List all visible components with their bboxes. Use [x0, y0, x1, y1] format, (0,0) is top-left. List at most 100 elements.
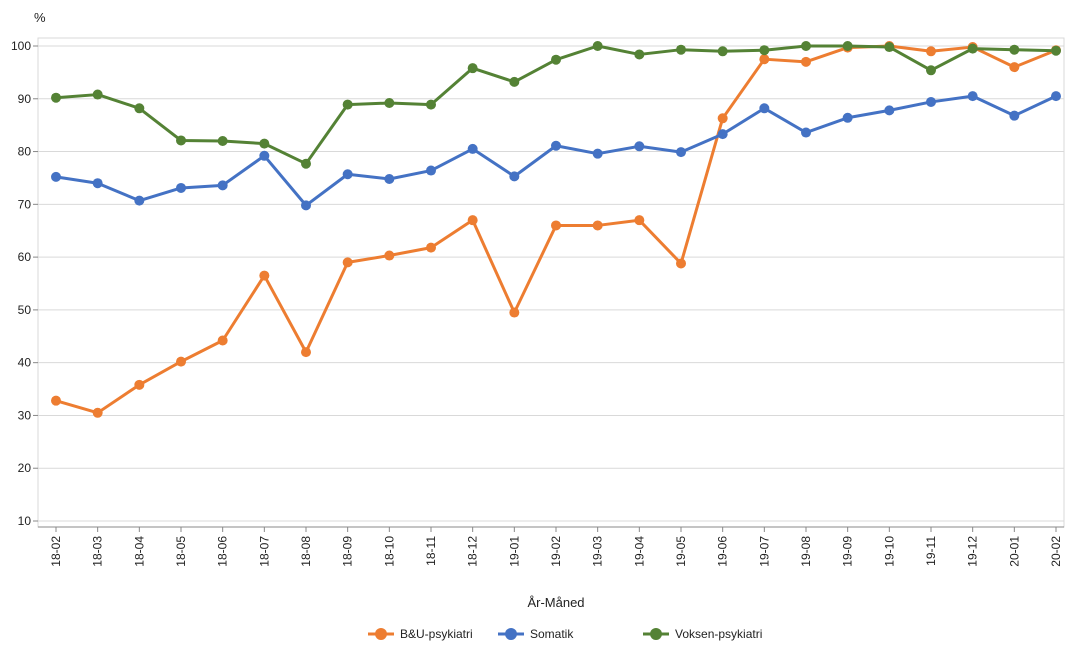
data-point: [426, 99, 436, 110]
data-point: [51, 171, 61, 182]
data-point: [342, 169, 353, 180]
gridlines: [38, 45, 1064, 522]
y-tick-label: 10: [18, 514, 32, 528]
data-point: [301, 200, 311, 211]
x-tick-label: 19-02: [549, 536, 563, 567]
data-point: [1051, 91, 1061, 102]
y-tick-label: 100: [11, 39, 31, 53]
data-point: [51, 92, 61, 103]
data-point: [217, 136, 228, 146]
x-tick-label: 20-02: [1049, 536, 1063, 567]
legend-label: Somatik: [530, 627, 574, 641]
data-point: [176, 356, 186, 367]
data-point: [259, 270, 270, 281]
data-point: [134, 379, 145, 390]
series-points: [51, 41, 1061, 418]
data-point: [301, 158, 311, 169]
x-axis-title: År-Måned: [527, 595, 584, 610]
data-point: [426, 165, 436, 176]
data-point: [1009, 44, 1020, 55]
data-point: [509, 76, 520, 87]
data-point: [717, 113, 728, 124]
y-tick-label: 20: [18, 461, 32, 475]
data-point: [259, 150, 270, 161]
data-point: [759, 103, 770, 114]
data-point: [384, 98, 395, 108]
data-point: [342, 257, 353, 268]
data-point: [967, 91, 978, 102]
x-tick-label: 18-10: [382, 536, 396, 567]
x-tick-label: 18-05: [174, 536, 188, 567]
data-point: [509, 171, 520, 182]
data-point: [384, 250, 395, 261]
y-axis-ticks: 10 20 30 40 50 60 70 80 90 100: [11, 39, 38, 528]
data-point: [634, 141, 645, 152]
data-point: [759, 54, 770, 65]
data-point: [467, 215, 478, 226]
data-point: [51, 395, 61, 406]
x-tick-label: 19-03: [591, 536, 605, 567]
data-point: [342, 99, 353, 110]
data-point: [467, 143, 478, 154]
data-point: [551, 220, 561, 231]
data-point: [801, 41, 811, 51]
data-point: [1009, 110, 1020, 121]
x-tick-label: 18-12: [466, 536, 480, 567]
legend-label: Voksen-psykiatri: [675, 627, 762, 641]
data-point: [676, 44, 686, 55]
x-tick-label: 19-05: [674, 536, 688, 567]
data-point: [217, 335, 228, 346]
series-line-1: [55, 94, 1057, 207]
data-point: [551, 140, 561, 151]
legend-swatch-marker: [375, 628, 387, 640]
data-point: [592, 220, 603, 231]
data-point: [384, 174, 395, 184]
x-tick-label: 19-04: [632, 536, 646, 567]
data-point: [509, 307, 520, 318]
y-tick-label: 90: [18, 92, 32, 106]
y-tick-label: 60: [18, 250, 32, 264]
x-tick-label: 19-11: [924, 536, 938, 566]
data-point: [926, 46, 936, 57]
x-tick-label: 18-06: [216, 536, 230, 567]
x-tick-label: 18-07: [257, 536, 271, 567]
data-point: [176, 135, 186, 146]
legend: B&U-psykiatri Somatik Voksen-psykiatri: [368, 627, 762, 641]
x-tick-label: 19-09: [841, 536, 855, 567]
y-axis-title: %: [34, 10, 46, 25]
data-point: [551, 54, 561, 65]
data-point: [592, 148, 603, 159]
data-point: [717, 46, 728, 57]
data-point: [842, 41, 853, 51]
data-point: [842, 112, 853, 123]
x-tick-label: 18-11: [424, 536, 438, 566]
data-point: [801, 127, 811, 138]
legend-label: B&U-psykiatri: [400, 627, 473, 641]
data-point: [759, 45, 770, 56]
data-point: [926, 65, 936, 76]
x-axis-ticks: 18-02 18-03 18-04 18-05 18-06 18-07 18-08 18-09…: [49, 527, 1063, 567]
x-tick-label: 19-10: [882, 536, 896, 567]
x-tick-label: 20-01: [1007, 536, 1021, 567]
x-tick-label: 19-08: [799, 536, 813, 567]
data-point: [884, 42, 895, 53]
data-point: [259, 138, 270, 149]
data-point: [92, 407, 103, 418]
data-point: [717, 129, 728, 140]
x-tick-label: 18-02: [49, 536, 63, 567]
data-point: [217, 180, 228, 191]
x-tick-label: 19-07: [757, 536, 771, 567]
data-point: [801, 56, 811, 67]
x-tick-label: 19-12: [966, 536, 980, 567]
x-tick-label: 18-09: [341, 536, 355, 567]
axes: [37, 37, 1065, 528]
y-tick-label: 50: [18, 303, 32, 317]
data-point: [92, 89, 103, 100]
legend-swatch-marker: [650, 628, 662, 640]
x-tick-label: 18-03: [91, 536, 105, 567]
x-tick-label: 18-04: [132, 536, 146, 567]
data-point: [634, 49, 645, 60]
data-point: [1051, 45, 1061, 56]
data-point: [301, 347, 311, 358]
